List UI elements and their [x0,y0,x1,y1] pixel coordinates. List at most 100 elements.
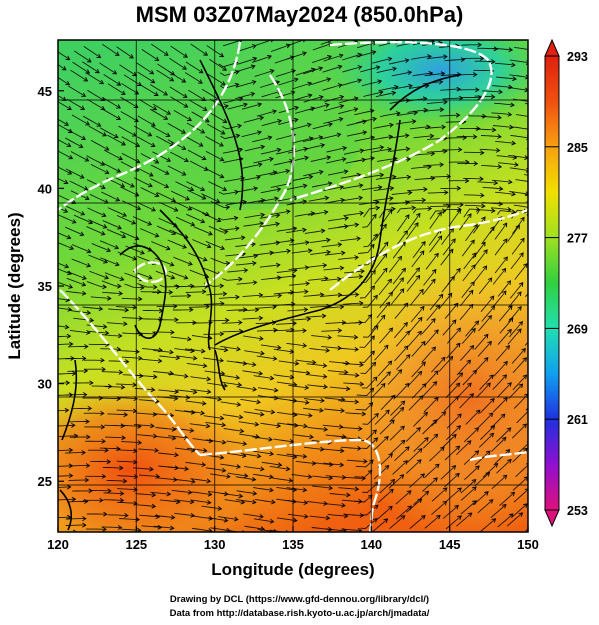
streamline [138,99,157,111]
streamline-arrowhead [251,80,257,85]
streamline [324,408,345,412]
streamline [73,317,94,321]
streamline [237,57,257,65]
streamline-arrowhead [65,80,71,86]
streamline [115,177,135,188]
streamline-arrowhead [87,405,93,411]
streamline-arrowhead [100,105,106,111]
streamline-arrowhead [252,386,258,392]
streamline-arrowhead [380,382,386,388]
streamline-arrowhead [152,284,158,290]
streamline-arrowhead [235,226,240,231]
streamline [170,190,190,201]
streamline [272,477,293,482]
streamline [426,150,447,153]
streamline [408,85,429,89]
streamline [472,216,486,234]
streamline [363,174,384,179]
streamline [209,98,229,108]
streamline [226,452,246,457]
streamline-arrowhead [148,172,154,177]
streamline-arrowhead [285,530,289,532]
streamline [136,434,157,437]
streamline [304,144,325,150]
streamline-arrowhead [369,459,374,465]
streamline [286,487,307,491]
streamline-arrowhead [307,474,313,480]
streamline [220,401,241,406]
streamline [395,330,410,347]
streamline [185,400,206,405]
streamline-arrowhead [390,419,395,425]
streamline-arrowhead [310,106,316,112]
streamline-arrowhead [201,155,207,161]
streamline [303,446,324,450]
streamline [122,200,141,210]
streamline [58,343,73,346]
streamline [371,518,388,532]
streamline [338,400,359,403]
streamline [527,165,528,167]
streamline [474,357,489,373]
streamline [294,212,315,217]
streamline-arrowhead [521,347,526,353]
streamline [429,294,444,311]
streamline [72,61,90,74]
streamline-arrowhead [363,458,368,464]
streamline-arrowhead [238,276,243,282]
streamline-arrowhead [399,288,405,293]
streamline-arrowhead [420,340,426,346]
streamline-arrowhead [511,209,517,215]
streamline-arrowhead [411,205,417,211]
streamline-arrowhead [120,384,126,390]
streamline [442,238,456,256]
streamline [361,504,379,516]
streamline-arrowhead [382,223,387,229]
streamline-arrowhead [372,376,378,382]
streamline-arrowhead [400,439,406,445]
streamline-arrowhead [432,381,438,386]
streamline-arrowhead [456,209,462,214]
streamline [354,109,374,116]
streamline-arrowhead [147,132,153,137]
streamline [407,213,421,231]
streamline [394,302,409,319]
streamline-arrowhead [82,522,87,528]
streamline [362,214,377,228]
streamline [341,426,362,430]
streamline [278,78,298,86]
streamline [440,465,456,480]
streamline [360,518,378,529]
streamline [531,231,543,247]
streamline-arrowhead [106,459,112,465]
streamline-arrowhead [354,399,360,405]
streamline [222,492,243,497]
streamline-arrowhead [509,124,514,130]
streamline [510,134,528,139]
streamline-arrowhead [359,148,365,154]
streamline-arrowhead [339,184,345,190]
streamline [407,371,422,387]
streamline-arrowhead [272,304,277,310]
streamline-arrowhead [340,197,346,203]
streamline-arrowhead [79,231,85,237]
streamline [90,140,109,151]
streamline [530,427,544,441]
colorbar-tick-label: 253 [567,504,588,518]
streamline-arrowhead [80,105,86,110]
streamline-arrowhead [302,51,307,56]
streamline-arrowhead [259,221,265,227]
streamline-arrowhead [101,438,106,444]
streamline [392,268,406,285]
streamline [187,189,206,200]
streamline-arrowhead [339,448,345,454]
streamline [309,515,330,519]
streamline [260,422,281,427]
streamline-arrowhead [183,157,189,163]
streamline [513,393,528,409]
streamline-arrowhead [378,90,384,96]
streamline-arrowhead [152,105,158,111]
streamline [185,291,206,293]
streamline [140,153,159,164]
streamline-arrowhead [189,427,195,433]
